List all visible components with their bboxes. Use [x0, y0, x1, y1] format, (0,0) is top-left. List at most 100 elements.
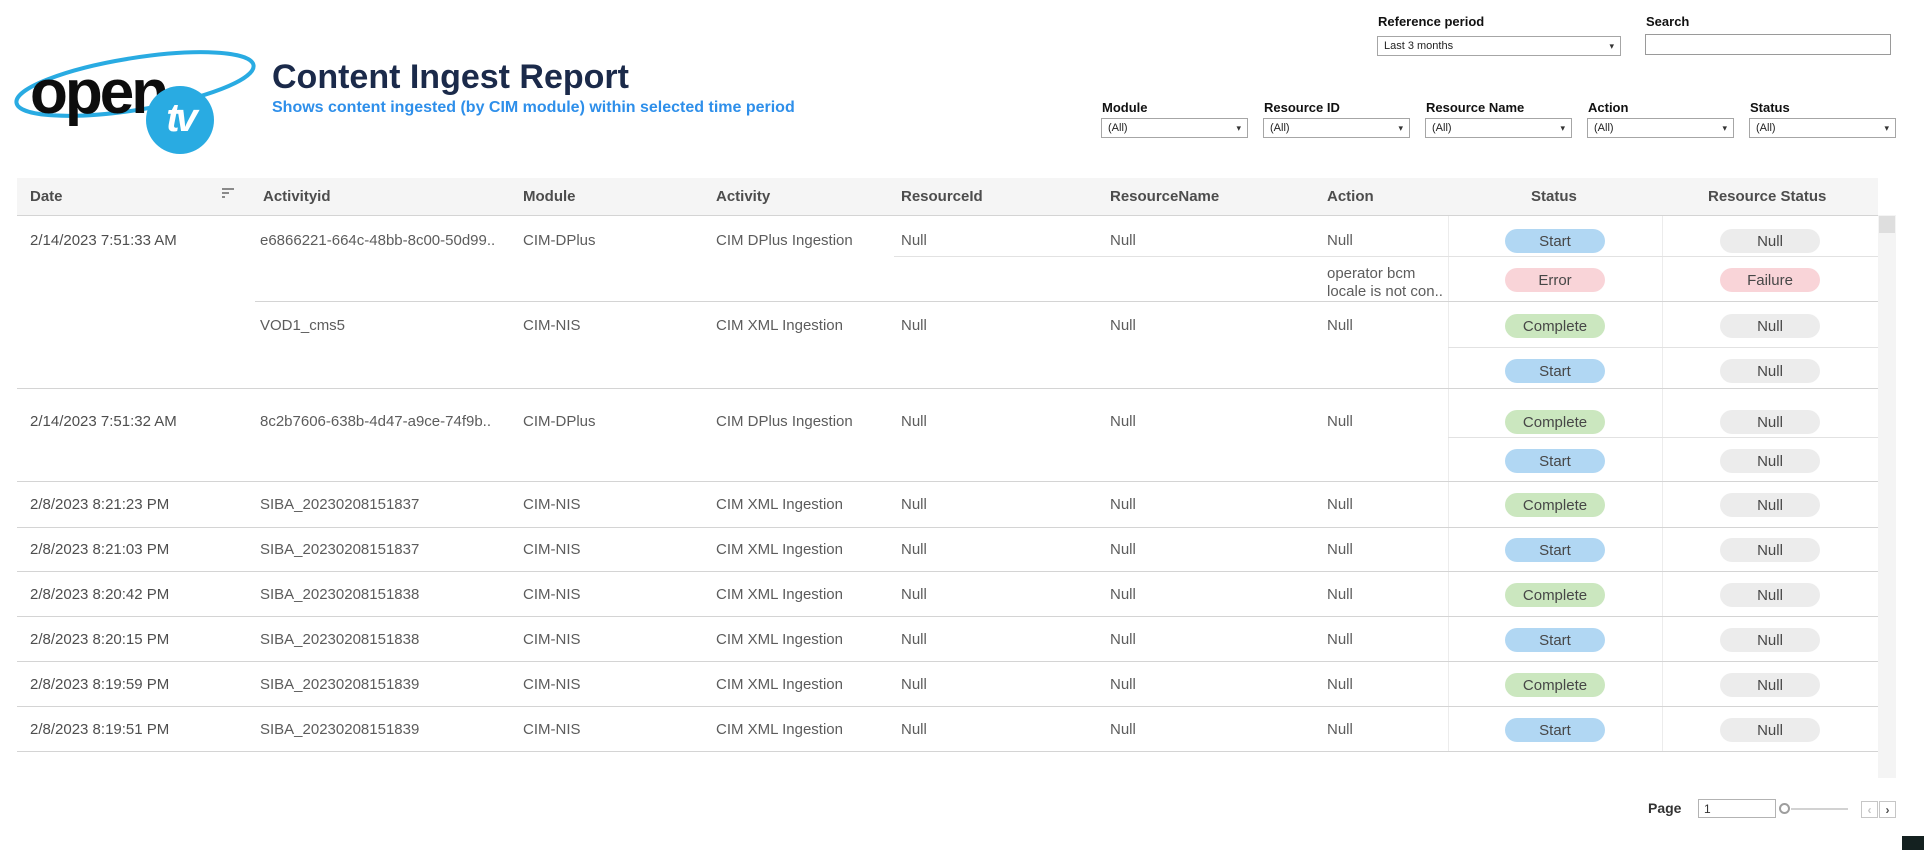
- cell-resourcename: Null: [1110, 317, 1136, 334]
- status-badge: Complete: [1505, 493, 1605, 517]
- row-separator: [17, 215, 1878, 216]
- page-number-input[interactable]: [1698, 799, 1776, 818]
- row-separator: [1448, 347, 1878, 348]
- chevron-down-icon: ▾: [1609, 41, 1614, 51]
- table-row[interactable]: 2/8/2023 8:21:03 PM SIBA_20230208151837 …: [0, 538, 1924, 562]
- table-row[interactable]: 2/8/2023 8:20:42 PM SIBA_20230208151838 …: [0, 583, 1924, 607]
- table-row[interactable]: Start Null: [0, 449, 1924, 473]
- logo-tv-circle: tv: [146, 86, 214, 154]
- resource-status-badge: Null: [1720, 673, 1820, 697]
- cell-resourceid: Null: [901, 541, 927, 558]
- logo-open-text: open: [30, 58, 169, 127]
- table-row[interactable]: 2/14/2023 7:51:33 AM e6866221-664c-48bb-…: [0, 229, 1924, 253]
- column-divider: [1662, 215, 1663, 751]
- resource-status-badge: Null: [1720, 628, 1820, 652]
- table-row[interactable]: 2/8/2023 8:21:23 PM SIBA_20230208151837 …: [0, 493, 1924, 517]
- cell-activityid: 8c2b7606-638b-4d47-a9ce-74f9b..: [260, 413, 492, 430]
- opentv-logo: open tv: [8, 40, 258, 154]
- chevron-right-icon: ›: [1885, 802, 1890, 817]
- cell-activityid: SIBA_20230208151837: [260, 541, 420, 558]
- reference-period-select[interactable]: Last 3 months ▾: [1377, 36, 1621, 56]
- filter-module-label: Module: [1102, 100, 1148, 115]
- resource-status-badge: Null: [1720, 538, 1820, 562]
- column-header-resourceid[interactable]: ResourceId: [901, 188, 983, 205]
- chevron-down-icon: ▾: [1884, 123, 1889, 133]
- column-header-activity[interactable]: Activity: [716, 188, 771, 205]
- cell-module: CIM-NIS: [523, 676, 581, 693]
- filter-resource-name-label: Resource Name: [1426, 100, 1525, 115]
- column-header-resourcename[interactable]: ResourceName: [1110, 188, 1220, 205]
- page-slider-handle[interactable]: [1779, 803, 1790, 814]
- table-row[interactable]: VOD1_cms5 CIM-NIS CIM XML Ingestion Null…: [0, 314, 1924, 338]
- cell-module: CIM-DPlus: [523, 413, 596, 430]
- cell-resourcename: Null: [1110, 413, 1136, 430]
- sort-descending-icon[interactable]: [222, 188, 234, 198]
- cell-date: 2/8/2023 8:19:59 PM: [30, 676, 170, 693]
- column-header-module[interactable]: Module: [523, 188, 576, 205]
- reference-period-value: Last 3 months: [1384, 40, 1454, 52]
- resource-status-badge: Null: [1720, 229, 1820, 253]
- cell-activity: CIM DPlus Ingestion: [716, 413, 853, 430]
- column-header-status[interactable]: Status: [1531, 188, 1577, 205]
- row-separator: [17, 751, 1878, 752]
- table-row[interactable]: 2/8/2023 8:19:59 PM SIBA_20230208151839 …: [0, 673, 1924, 697]
- status-badge: Error: [1505, 268, 1605, 292]
- next-page-button[interactable]: ›: [1879, 801, 1896, 818]
- chevron-down-icon: ▾: [1398, 123, 1403, 133]
- column-header-date[interactable]: Date: [30, 188, 63, 205]
- filter-resource-id-select[interactable]: (All) ▾: [1263, 118, 1410, 138]
- table-scrollbar-thumb[interactable]: [1879, 216, 1895, 233]
- resource-status-badge: Null: [1720, 583, 1820, 607]
- cell-activityid: e6866221-664c-48bb-8c00-50d99..: [260, 232, 496, 249]
- cell-activity: CIM XML Ingestion: [716, 676, 843, 693]
- row-separator: [17, 527, 1878, 528]
- filter-module-select[interactable]: (All) ▾: [1101, 118, 1248, 138]
- column-header-activityid[interactable]: Activityid: [263, 188, 331, 205]
- cell-resourcename: Null: [1110, 631, 1136, 648]
- table-row[interactable]: 2/8/2023 8:20:15 PM SIBA_20230208151838 …: [0, 628, 1924, 652]
- page-label: Page: [1648, 800, 1682, 816]
- chevron-down-icon: ▾: [1722, 123, 1727, 133]
- filter-action-select[interactable]: (All) ▾: [1587, 118, 1734, 138]
- page-title: Content Ingest Report: [272, 58, 629, 96]
- resource-status-badge: Null: [1720, 449, 1820, 473]
- table-row[interactable]: Start Null: [0, 359, 1924, 383]
- search-label: Search: [1646, 14, 1690, 29]
- column-header-resource-status[interactable]: Resource Status: [1708, 188, 1827, 205]
- cell-date: 2/8/2023 8:19:51 PM: [30, 721, 170, 738]
- cell-date: 2/8/2023 8:20:15 PM: [30, 631, 170, 648]
- reference-period-label: Reference period: [1378, 14, 1485, 29]
- search-input[interactable]: [1645, 34, 1891, 55]
- table-row[interactable]: 2/8/2023 8:19:51 PM SIBA_20230208151839 …: [0, 718, 1924, 742]
- previous-page-button[interactable]: ‹: [1861, 801, 1878, 818]
- cell-module: CIM-NIS: [523, 586, 581, 603]
- status-badge: Start: [1505, 718, 1605, 742]
- logo-swoosh-icon: [14, 50, 256, 118]
- status-badge: Start: [1505, 449, 1605, 473]
- page-slider-track[interactable]: [1791, 808, 1848, 810]
- cell-action: Null: [1327, 676, 1353, 693]
- action-line-1: operator bcm: [1327, 265, 1416, 282]
- cell-activityid: SIBA_20230208151839: [260, 721, 420, 738]
- status-badge: Start: [1505, 229, 1605, 253]
- status-badge: Complete: [1505, 314, 1605, 338]
- column-header-action[interactable]: Action: [1327, 188, 1374, 205]
- table-row[interactable]: 2/14/2023 7:51:32 AM 8c2b7606-638b-4d47-…: [0, 410, 1924, 434]
- row-separator: [17, 616, 1878, 617]
- filter-status-select[interactable]: (All) ▾: [1749, 118, 1896, 138]
- corner-scrollbar-block: [1902, 836, 1924, 850]
- filter-resource-name-select[interactable]: (All) ▾: [1425, 118, 1572, 138]
- cell-action: Null: [1327, 232, 1353, 249]
- filter-resource-id-value: (All): [1270, 122, 1290, 134]
- table-scrollbar-track[interactable]: [1878, 215, 1896, 778]
- row-separator: [17, 706, 1878, 707]
- row-separator: [1448, 437, 1878, 438]
- cell-activityid: VOD1_cms5: [260, 317, 346, 334]
- cell-activityid: SIBA_20230208151837: [260, 496, 420, 513]
- page-subtitle: Shows content ingested (by CIM module) w…: [272, 99, 795, 116]
- table-row[interactable]: operator bcm locale is not con.. Error F…: [0, 265, 1924, 300]
- filter-resource-name-value: (All): [1432, 122, 1452, 134]
- cell-date: 2/8/2023 8:20:42 PM: [30, 586, 170, 603]
- status-badge: Complete: [1505, 583, 1605, 607]
